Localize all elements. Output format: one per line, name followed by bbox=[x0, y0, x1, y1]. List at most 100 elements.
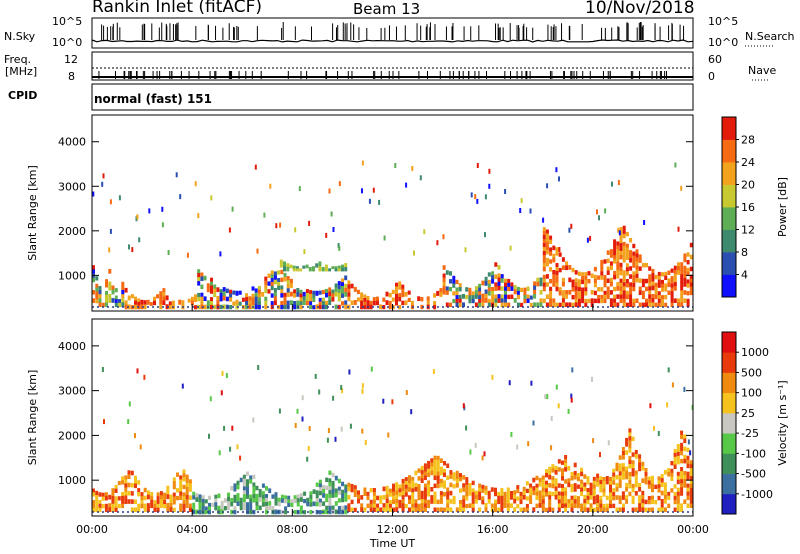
velocity-cell bbox=[538, 498, 542, 504]
velocity-sparse-cell bbox=[218, 450, 221, 456]
power-cell bbox=[194, 297, 197, 302]
velocity-cell bbox=[532, 477, 536, 483]
power-cell bbox=[609, 290, 613, 295]
velocity-sparse-cell bbox=[657, 431, 660, 436]
power-cell bbox=[360, 292, 364, 297]
power-cell bbox=[622, 290, 626, 295]
power-cell bbox=[283, 300, 287, 306]
power-cell bbox=[507, 278, 511, 284]
velocity-cell bbox=[114, 484, 118, 490]
velocity-sparse-cell bbox=[349, 423, 352, 429]
velocity-cell bbox=[519, 495, 523, 501]
velocity-cell bbox=[328, 494, 332, 499]
velocity-cell bbox=[265, 494, 268, 499]
velocity-cell bbox=[628, 479, 632, 485]
power-cell bbox=[312, 294, 316, 299]
power-cell bbox=[581, 295, 585, 300]
velocity-cell bbox=[284, 495, 288, 500]
power-cell bbox=[555, 274, 559, 280]
velocity-cell bbox=[357, 494, 360, 500]
power-cell bbox=[471, 291, 475, 296]
velocity-cell bbox=[433, 483, 437, 489]
power-cell bbox=[520, 302, 524, 308]
velocity-cell bbox=[576, 484, 580, 489]
power-cell bbox=[667, 278, 671, 283]
velocity-cell bbox=[179, 503, 183, 508]
velocity-cell bbox=[344, 484, 348, 490]
velocity-cell bbox=[337, 506, 341, 511]
velocity-sparse-cell bbox=[220, 390, 223, 396]
velocity-cell bbox=[104, 507, 108, 513]
velocity-cell bbox=[179, 491, 183, 496]
power-cell bbox=[436, 290, 440, 296]
power-cell bbox=[296, 300, 300, 306]
velocity-cell bbox=[436, 467, 440, 473]
power-cell bbox=[648, 294, 652, 299]
velocity-cell bbox=[592, 476, 596, 482]
velocity-colorbar-label: -25 bbox=[741, 427, 759, 440]
power-cell bbox=[513, 289, 517, 295]
power-sparse-cell bbox=[488, 183, 491, 189]
power-cell bbox=[92, 298, 95, 303]
velocity-cell bbox=[631, 472, 635, 477]
velocity-cell bbox=[494, 491, 497, 497]
power-cell bbox=[229, 297, 233, 302]
power-cell bbox=[689, 274, 693, 280]
power-cell bbox=[689, 282, 693, 288]
velocity-cell bbox=[337, 490, 341, 495]
velocity-cell bbox=[427, 460, 431, 466]
velocity-cell bbox=[631, 436, 635, 442]
velocity-cell bbox=[465, 477, 469, 482]
velocity-cell bbox=[322, 484, 326, 490]
power-cell bbox=[683, 273, 687, 279]
power-cell bbox=[545, 282, 549, 287]
power-cell bbox=[625, 267, 629, 272]
power-cell bbox=[581, 287, 585, 292]
power-sparse-cell bbox=[303, 249, 306, 255]
power-cell bbox=[452, 279, 456, 284]
velocity-cell bbox=[503, 495, 507, 501]
velocity-cell bbox=[236, 480, 240, 486]
power-cell bbox=[648, 266, 652, 271]
velocity-cell bbox=[111, 492, 115, 497]
power-cell bbox=[210, 285, 213, 290]
power-cell bbox=[264, 284, 268, 290]
velocity-cell bbox=[500, 503, 504, 509]
velocity-cell bbox=[532, 490, 536, 496]
velocity-cell bbox=[169, 507, 173, 512]
velocity-cell bbox=[176, 495, 179, 501]
velocity-cell bbox=[309, 495, 313, 500]
power-cell bbox=[648, 286, 652, 291]
velocity-cell bbox=[673, 460, 677, 466]
velocity-sparse-cell bbox=[364, 440, 367, 445]
power-cell bbox=[581, 272, 585, 277]
velocity-cell bbox=[471, 503, 475, 509]
velocity-xtick-label: 00:00 bbox=[76, 523, 108, 536]
power-sparse-cell bbox=[484, 194, 487, 200]
velocity-sparse-cell bbox=[666, 402, 669, 408]
power-cell bbox=[629, 254, 633, 259]
velocity-cell bbox=[101, 492, 105, 497]
power-cell bbox=[245, 293, 249, 298]
velocity-cell bbox=[599, 480, 603, 485]
velocity-cell bbox=[337, 509, 341, 515]
power-cell bbox=[487, 272, 491, 277]
power-cell bbox=[309, 305, 313, 310]
velocity-cell bbox=[341, 505, 345, 511]
power-cell bbox=[549, 298, 553, 304]
velocity-cell bbox=[548, 503, 552, 508]
velocity-cell bbox=[673, 456, 677, 462]
power-sparse-cell bbox=[256, 248, 259, 254]
velocity-cell bbox=[647, 480, 651, 485]
power-sparse-cell bbox=[131, 247, 134, 253]
velocity-cell bbox=[500, 507, 504, 512]
power-cell bbox=[613, 298, 617, 304]
power-cell bbox=[597, 298, 601, 304]
velocity-cell bbox=[494, 499, 497, 505]
power-sparse-cell bbox=[231, 206, 234, 212]
power-cell bbox=[552, 270, 556, 275]
power-cell bbox=[542, 286, 546, 292]
nsearch-top-tick: 10^5 bbox=[708, 15, 739, 28]
velocity-cell bbox=[404, 488, 408, 493]
power-cell bbox=[277, 285, 281, 290]
